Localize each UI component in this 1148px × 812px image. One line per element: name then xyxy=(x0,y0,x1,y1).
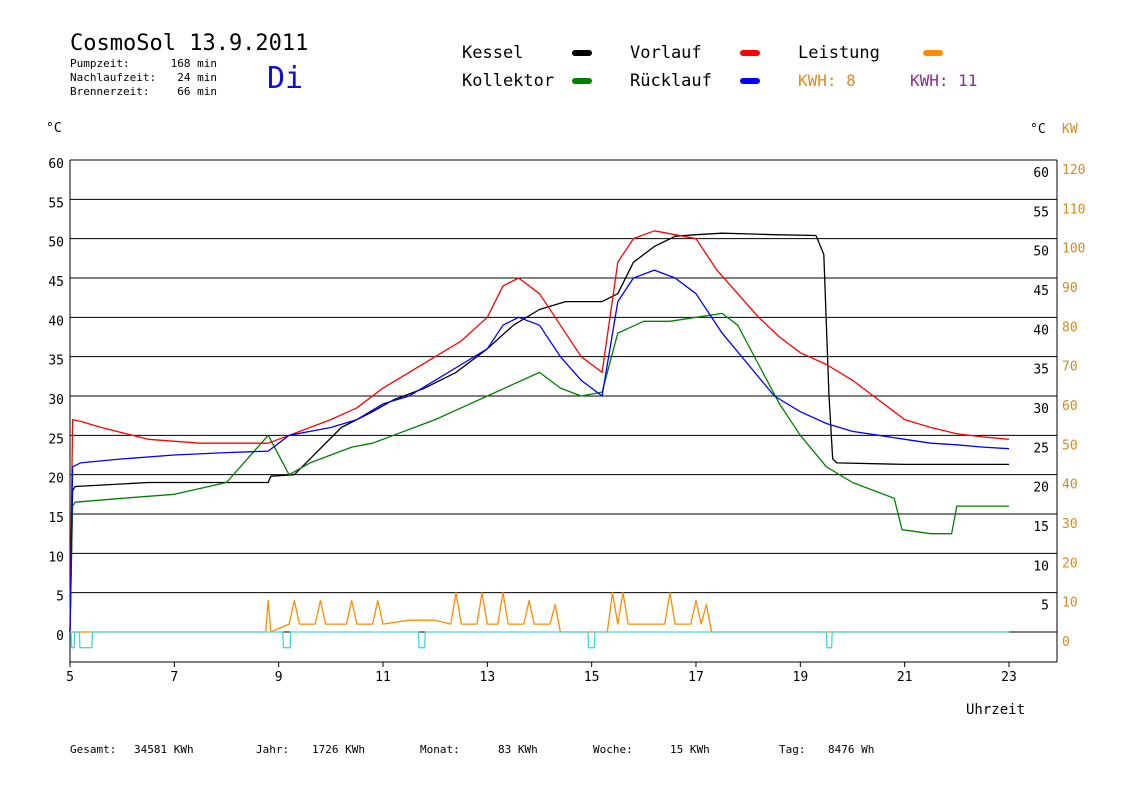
y2-tick-110: 110 xyxy=(1062,202,1085,217)
y-tick-left-45: 45 xyxy=(48,275,64,290)
series-pumpe xyxy=(70,631,1009,649)
x-axis-label: Uhrzeit xyxy=(966,702,1025,718)
footer-monat-label: Monat: xyxy=(420,743,460,756)
footer-jahr-label: Jahr: xyxy=(256,743,289,756)
y-tick-left-50: 50 xyxy=(48,236,64,251)
chart-title: CosmoSol 13.9.2011 xyxy=(70,31,308,56)
y-tick-right-35: 35 xyxy=(1033,363,1049,378)
x-tick-21: 21 xyxy=(897,670,913,685)
y-tick-left-20: 20 xyxy=(48,472,64,487)
stat-pumpzeit-value: 168 min xyxy=(171,57,217,70)
legend-vorlauf-label: Vorlauf xyxy=(630,43,702,63)
kwh-purple: KWH: 11 xyxy=(910,71,977,90)
chart-series xyxy=(69,230,1010,649)
legend-kessel-label: Kessel xyxy=(462,43,523,63)
y-tick-left-25: 25 xyxy=(48,432,64,447)
y-tick-left-10: 10 xyxy=(48,550,64,565)
y-tick-right-60: 60 xyxy=(1033,166,1049,181)
y-tick-right-55: 55 xyxy=(1033,205,1049,220)
x-tick-15: 15 xyxy=(584,670,600,685)
y2-tick-20: 20 xyxy=(1062,556,1078,571)
y2-tick-90: 90 xyxy=(1062,281,1078,296)
right-axis-unit: °C xyxy=(1030,122,1046,137)
y-tick-left-15: 15 xyxy=(48,511,64,526)
x-tick-9: 9 xyxy=(275,670,283,685)
y2-tick-80: 80 xyxy=(1062,320,1078,335)
y-tick-right-40: 40 xyxy=(1033,323,1049,338)
y-tick-left-60: 60 xyxy=(48,157,64,172)
x-tick-13: 13 xyxy=(480,670,496,685)
y-tick-right-25: 25 xyxy=(1033,441,1049,456)
legend-ruecklauf-label: Rücklauf xyxy=(630,71,712,91)
stat-brennerzeit-label: Brennerzeit: xyxy=(70,85,149,98)
y2-tick-0: 0 xyxy=(1062,635,1070,650)
stat-nachlaufzeit-value: 24 min xyxy=(177,71,217,84)
legend-leistung-label: Leistung xyxy=(798,43,880,63)
x-tick-7: 7 xyxy=(170,670,178,685)
y-tick-right-45: 45 xyxy=(1033,284,1049,299)
series-r-cklauf xyxy=(69,269,1010,633)
series-kollektor xyxy=(69,312,1009,633)
left-axis-unit: °C xyxy=(46,121,62,136)
footer-tag-value: 8476 Wh xyxy=(828,743,874,756)
footer-woche-value: 15 KWh xyxy=(670,743,710,756)
y-tick-right-50: 50 xyxy=(1033,245,1049,260)
footer-monat-value: 83 KWh xyxy=(498,743,538,756)
y2-tick-100: 100 xyxy=(1062,242,1085,257)
y-tick-left-40: 40 xyxy=(48,314,64,329)
y2-tick-10: 10 xyxy=(1062,596,1078,611)
y2-tick-50: 50 xyxy=(1062,438,1078,453)
kwh-orange: KWH: 8 xyxy=(798,71,856,90)
y-tick-right-15: 15 xyxy=(1033,520,1049,535)
y-tick-left-35: 35 xyxy=(48,354,64,369)
y-tick-right-20: 20 xyxy=(1033,481,1049,496)
x-tick-11: 11 xyxy=(375,670,391,685)
stat-nachlaufzeit-label: Nachlaufzeit: xyxy=(70,71,156,84)
footer: Gesamt: 34581 KWh Jahr: 1726 KWh Monat: … xyxy=(70,743,874,756)
right2-axis-unit: KW xyxy=(1062,122,1078,137)
footer-jahr-value: 1726 KWh xyxy=(312,743,365,756)
y-tick-left-30: 30 xyxy=(48,393,64,408)
series-vorlauf xyxy=(69,230,1010,633)
y2-tick-30: 30 xyxy=(1062,517,1078,532)
footer-tag-label: Tag: xyxy=(779,743,806,756)
footer-gesamt-label: Gesamt: xyxy=(70,743,116,756)
y-tick-right-5: 5 xyxy=(1041,599,1049,614)
x-tick-23: 23 xyxy=(1001,670,1017,685)
legend-kollektor-label: Kollektor xyxy=(462,71,554,91)
x-tick-19: 19 xyxy=(793,670,809,685)
y2-tick-40: 40 xyxy=(1062,478,1078,493)
day-label: Di xyxy=(267,61,303,96)
series-leistung xyxy=(70,592,1009,633)
y-tick-left-5: 5 xyxy=(56,590,64,605)
y-tick-left-55: 55 xyxy=(48,196,64,211)
stat-brennerzeit-value: 66 min xyxy=(177,85,217,98)
y-tick-left-0: 0 xyxy=(56,629,64,644)
y-tick-right-10: 10 xyxy=(1033,559,1049,574)
series-kessel xyxy=(69,232,1009,633)
y2-tick-60: 60 xyxy=(1062,399,1078,414)
chart-axes xyxy=(69,160,1058,663)
chart-grid xyxy=(70,159,1057,594)
y2-tick-70: 70 xyxy=(1062,360,1078,375)
x-tick-5: 5 xyxy=(66,670,74,685)
y2-tick-120: 120 xyxy=(1062,163,1085,178)
footer-woche-label: Woche: xyxy=(593,743,633,756)
stat-pumpzeit-label: Pumpzeit: xyxy=(70,57,130,70)
x-tick-17: 17 xyxy=(688,670,704,685)
chart-ticks: 0510152025303540455055605101520253035404… xyxy=(48,157,1085,685)
y-tick-right-30: 30 xyxy=(1033,402,1049,417)
footer-gesamt-value: 34581 KWh xyxy=(134,743,194,756)
